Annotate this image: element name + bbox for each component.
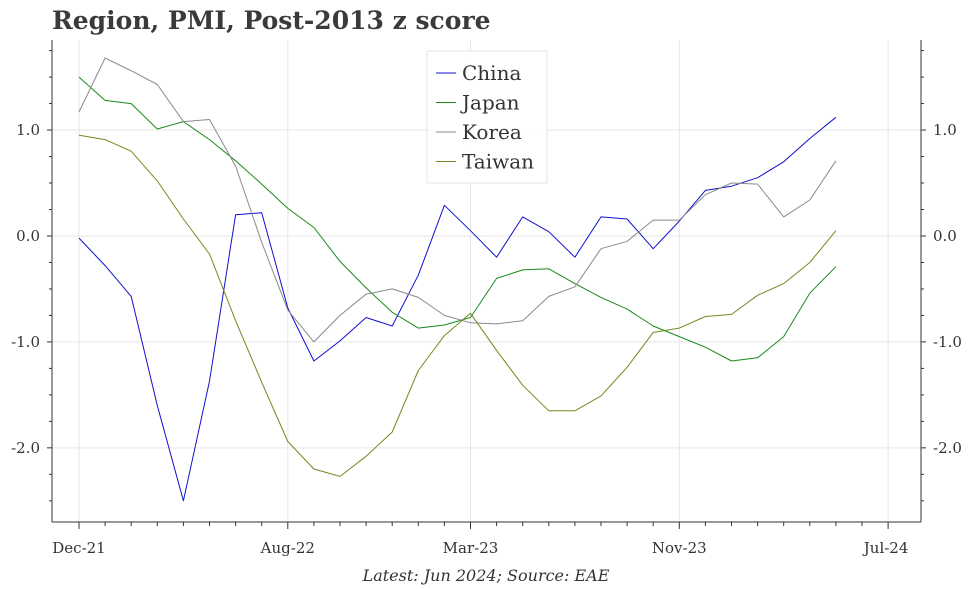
y-tick-label-left: -2.0: [11, 439, 40, 457]
legend-label-taiwan: Taiwan: [462, 150, 534, 174]
x-tick-label: Nov-23: [652, 539, 707, 557]
legend-label-korea: Korea: [462, 120, 522, 144]
y-tick-label-right: 1.0: [933, 121, 957, 139]
y-tick-label-left: 1.0: [16, 121, 40, 139]
series-line-taiwan: [78, 134, 837, 477]
y-tick-label-right: 0.0: [933, 227, 957, 245]
legend-label-japan: Japan: [460, 91, 520, 115]
series-line-korea: [78, 57, 837, 343]
grid-layer: [52, 40, 921, 522]
y-tick-label-right: -1.0: [933, 333, 962, 351]
legend-layer: China Japan Korea Taiwan: [426, 50, 548, 184]
series-line-china: [78, 116, 837, 502]
chart-title: Region, PMI, Post-2013 z score: [52, 6, 491, 35]
y-tick-label-right: -2.0: [933, 439, 962, 457]
series-line-japan: [78, 76, 837, 362]
source-footnote: Latest: Jun 2024; Source: EAE: [362, 566, 610, 585]
x-tick-label: Dec-21: [52, 539, 105, 557]
series-layer: [78, 57, 837, 502]
y-tick-label-left: 0.0: [16, 227, 40, 245]
x-tick-label: Mar-23: [443, 539, 499, 557]
x-tick-label: Aug-22: [260, 539, 315, 557]
axes-layer: 1.0 1.0 0.0 0.0 -1.0 -1.0 -2.0 -2.0 Dec-21 Aug-22…: [11, 40, 962, 557]
x-tick-label: Jul-24: [862, 539, 909, 557]
legend-label-china: China: [462, 61, 521, 85]
y-tick-label-left: -1.0: [11, 333, 40, 351]
